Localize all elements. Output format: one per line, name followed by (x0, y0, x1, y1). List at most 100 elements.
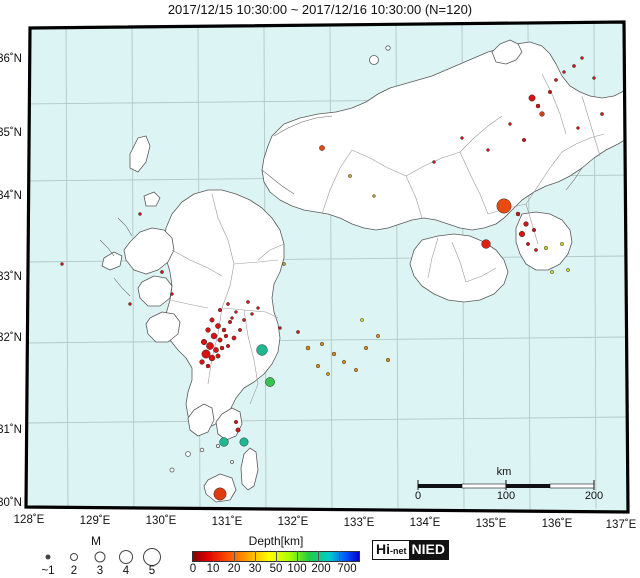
epicenter-major (481, 239, 491, 249)
epicenter (201, 349, 211, 359)
epicenter (534, 248, 538, 252)
epicenter (215, 353, 221, 359)
epicenter (523, 221, 529, 227)
epicenter (331, 351, 337, 357)
magnitude-symbol-5 (142, 548, 162, 566)
hinet-nied-logo[interactable]: Hi -net NIED (372, 540, 449, 560)
epicenter (363, 345, 369, 351)
epicenter-major (496, 198, 512, 214)
epicenter-major (213, 487, 227, 501)
prefecture-boundaries (169, 73, 605, 405)
depth-tick-0: 0 (189, 563, 197, 575)
magnitude-symbol-2 (64, 548, 84, 566)
amakusa-land (145, 311, 181, 343)
epicenter (205, 363, 211, 369)
epicenter (360, 318, 364, 322)
tsushima-island (129, 135, 151, 173)
epicenter-layer[interactable] (60, 56, 604, 501)
islet-f (369, 55, 379, 65)
logo-hi-text: Hi (376, 541, 390, 557)
epicenter (128, 302, 132, 306)
depth-tick-700: 700 (337, 563, 357, 575)
epicenter (305, 345, 311, 351)
epicenter (432, 160, 436, 164)
map-canvas (24, 20, 630, 514)
honshu-land (261, 41, 628, 231)
lat-tick-32: 32˚N (0, 332, 22, 344)
epicenter (515, 211, 521, 217)
epicenter (210, 332, 218, 340)
epicenter (138, 212, 142, 216)
epicenter (238, 328, 242, 332)
depth-tick-50: 50 (269, 563, 283, 575)
depth-notch (297, 551, 298, 562)
magnitude-symbol-1 (38, 548, 58, 566)
epicenter (372, 194, 376, 198)
epicenter (521, 137, 527, 143)
epicenter (256, 306, 260, 310)
epicenter (60, 262, 64, 266)
epicenter (282, 262, 286, 266)
epicenter (547, 89, 553, 95)
epicenter (213, 347, 219, 353)
epicenter (592, 76, 596, 80)
epicenter-deep (219, 437, 229, 447)
epicenter (348, 174, 352, 178)
islet-g (385, 45, 391, 51)
epicenter (296, 330, 300, 334)
epicenter (518, 230, 526, 238)
epicenter (560, 242, 564, 246)
depth-tick-100: 100 (287, 563, 307, 575)
epicenter (234, 310, 238, 314)
epicenter (206, 342, 214, 350)
epicenter (526, 242, 530, 246)
lat-tick-31: 31˚N (0, 424, 22, 436)
epicenter (200, 338, 208, 346)
iki-island (143, 191, 161, 207)
epicenter (319, 145, 325, 151)
epicenter (160, 270, 164, 274)
epicenter (246, 300, 250, 304)
lat-tick-34: 34˚N (0, 190, 22, 202)
depth-notch (255, 551, 256, 562)
islet-d (169, 467, 175, 473)
seismicity-map[interactable]: km 0 100 200 (22, 18, 632, 516)
osumi-peninsula (215, 407, 243, 441)
epicenter (227, 319, 233, 325)
islet-a (185, 451, 191, 457)
landmass-layer (101, 39, 628, 503)
epicenter (580, 56, 584, 60)
epicenter (550, 270, 554, 274)
depth-notch (318, 551, 319, 562)
magnitude-label-5: 5 (148, 565, 156, 577)
lon-tick-135: 135˚E (475, 518, 507, 530)
epicenter (531, 227, 537, 233)
epicenter (209, 317, 215, 323)
logo-net-text: -net (390, 546, 407, 556)
magnitude-symbol-3 (90, 548, 110, 566)
epicenter-deep (239, 437, 249, 447)
epicenter (226, 302, 230, 306)
lon-tick-137: 137˚E (605, 519, 637, 531)
islet-c (215, 443, 220, 448)
magnitude-label-1: ~1 (41, 565, 55, 577)
epicenter (225, 343, 231, 349)
lon-tick-133: 133˚E (343, 517, 375, 529)
islet-e (230, 460, 234, 464)
magnitude-legend-title: M (91, 534, 101, 548)
scale-bar-unit: km (496, 466, 512, 478)
magnitude-label-2: 2 (70, 565, 78, 577)
epicenter (319, 341, 325, 347)
shikoku-land (409, 233, 509, 303)
logo-nied-text: NIED (408, 541, 448, 559)
epicenter (326, 372, 330, 376)
epicenter (315, 363, 321, 369)
kii-peninsula-land (515, 211, 573, 271)
epicenter (508, 122, 512, 126)
shimabara-land (137, 275, 173, 307)
lon-tick-134: 134˚E (409, 517, 441, 529)
magnitude-label-3: 3 (96, 565, 104, 577)
lon-tick-131: 131˚E (211, 516, 243, 528)
lat-tick-33: 33˚N (0, 271, 22, 283)
epicenter (199, 359, 205, 365)
